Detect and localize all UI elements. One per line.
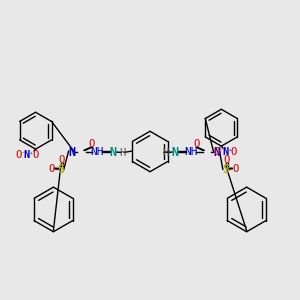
Text: N: N (68, 146, 75, 159)
Text: N: N (24, 150, 30, 160)
Text: O: O (231, 147, 237, 157)
Text: O: O (232, 164, 239, 174)
Text: O: O (88, 139, 94, 149)
Text: O: O (48, 164, 54, 174)
Text: N: N (172, 146, 179, 159)
Text: S: S (222, 163, 230, 176)
Text: ⁺: ⁺ (227, 147, 232, 156)
Text: ⁻: ⁻ (219, 147, 224, 156)
Text: O: O (15, 150, 21, 160)
Text: N: N (109, 146, 116, 159)
Text: O: O (32, 150, 38, 160)
Text: O: O (194, 139, 200, 149)
Text: O: O (214, 147, 220, 157)
Text: N: N (213, 146, 220, 159)
Text: ⁻: ⁻ (20, 150, 25, 159)
Text: O: O (223, 155, 230, 165)
Text: NH: NH (184, 147, 198, 157)
Text: S: S (57, 163, 64, 176)
Text: N: N (223, 147, 229, 157)
Text: H: H (163, 148, 169, 158)
Text: O: O (58, 155, 64, 165)
Text: NH: NH (90, 147, 104, 157)
Text: H: H (119, 148, 125, 158)
Text: ⁺: ⁺ (29, 150, 33, 159)
